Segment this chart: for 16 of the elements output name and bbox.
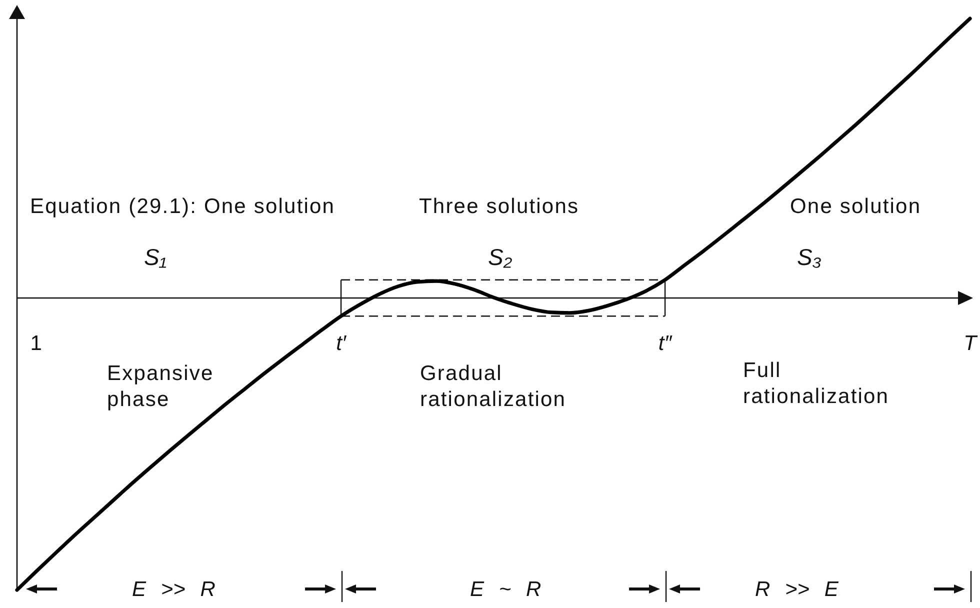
- annotation: One solution: [790, 195, 922, 218]
- annotation: Full rationalization: [743, 359, 890, 408]
- annotation: E ~ R: [470, 578, 542, 601]
- annotation: S₂: [488, 244, 512, 270]
- annotation: S₁: [144, 244, 167, 270]
- annotation: Expansive phase: [107, 362, 214, 411]
- annotation: Gradual rationalization: [420, 362, 566, 411]
- x-tick-label: T: [964, 332, 979, 355]
- annotation: Three solutions: [419, 195, 580, 218]
- annotation: S₃: [797, 244, 822, 270]
- x-tick-label: 1: [30, 332, 42, 355]
- annotation: Equation (29.1): One solution: [30, 195, 336, 218]
- x-tick-label: t′: [336, 332, 347, 355]
- x-tick-label: t″: [658, 332, 674, 355]
- annotation: R >> E: [755, 578, 840, 601]
- annotation: E >> R: [132, 578, 216, 601]
